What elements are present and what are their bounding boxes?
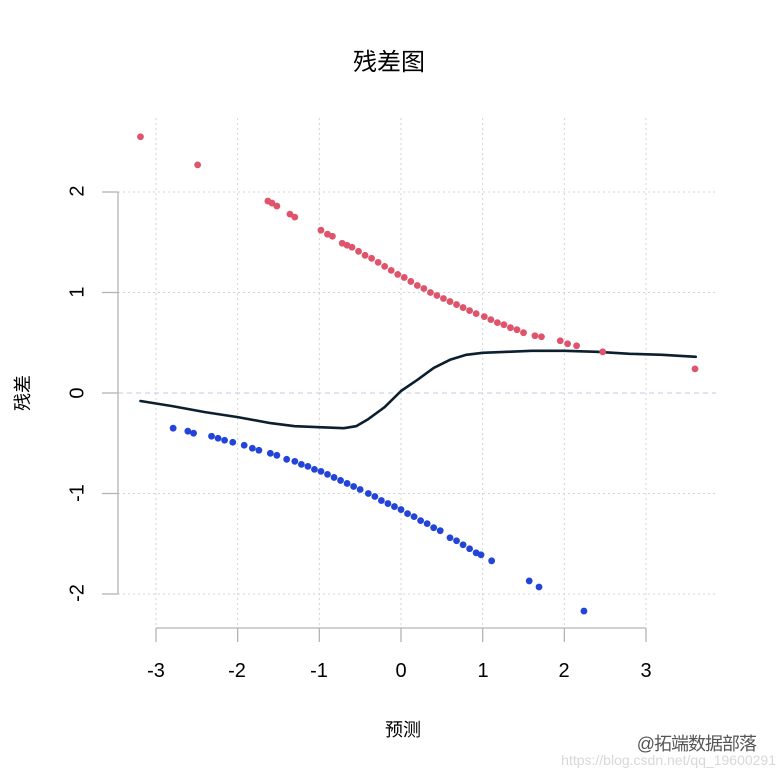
x-tick-label: 0 <box>395 660 407 682</box>
chart-title: 残差图 <box>353 48 425 76</box>
axes <box>102 191 647 642</box>
residual-points <box>137 133 699 615</box>
x-axis-label: 预测 <box>385 720 421 741</box>
y-tick-label: -2 <box>66 584 89 602</box>
x-tick-label: -3 <box>147 660 165 682</box>
y-tick-label: 0 <box>66 387 89 399</box>
y-tick-label: 1 <box>66 286 89 298</box>
watermark-url: https://blog.csdn.net/qq_19600291 <box>561 752 776 768</box>
x-tick-label: -1 <box>310 660 328 682</box>
y-tick-label: 2 <box>66 185 89 197</box>
x-tick-label: 3 <box>640 660 652 682</box>
x-tick-label: -2 <box>228 660 246 682</box>
watermark-brand: @拓端数据部落 <box>636 734 757 754</box>
smooth-fit-line <box>139 349 698 430</box>
y-tick-label: -1 <box>66 484 89 502</box>
grid-lines <box>118 118 716 628</box>
y-axis-label: 残差 <box>13 375 34 411</box>
x-tick-label: 1 <box>477 660 489 682</box>
x-tick-label: 2 <box>558 660 570 682</box>
